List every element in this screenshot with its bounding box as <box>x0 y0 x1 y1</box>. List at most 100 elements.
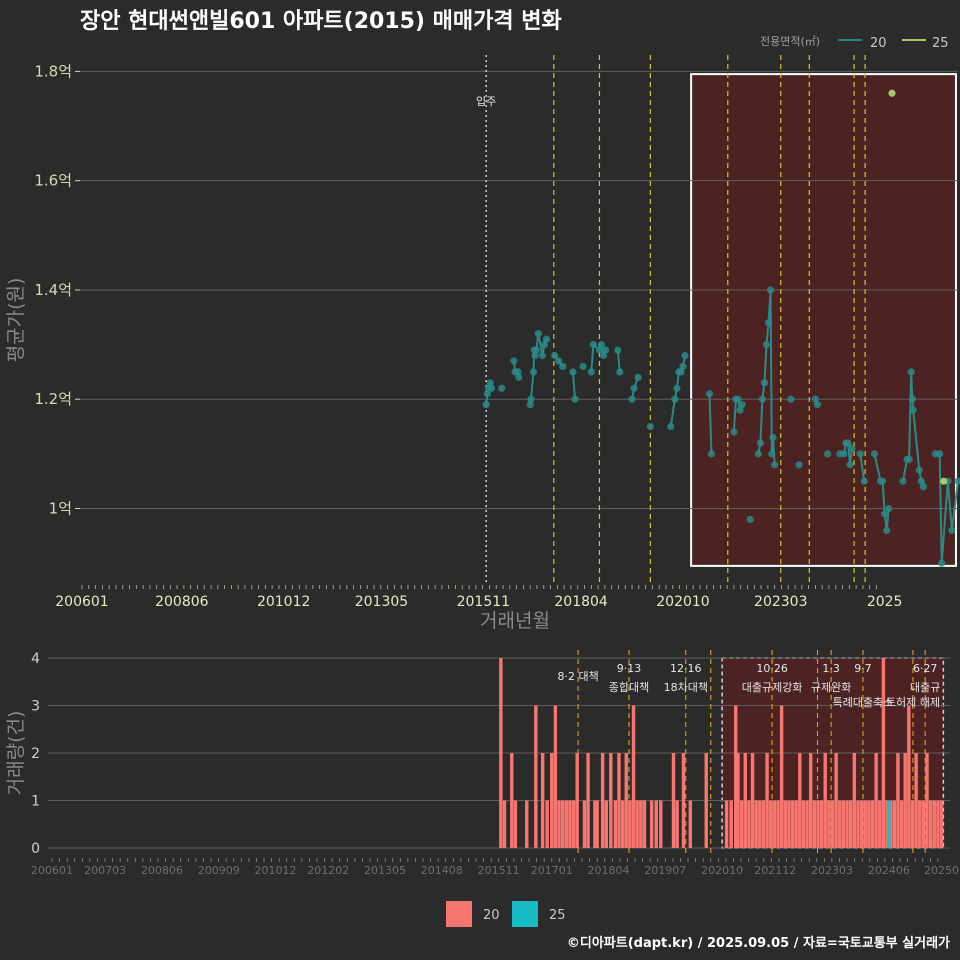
series-20-point <box>531 351 539 360</box>
series-20-segment <box>708 393 713 454</box>
series-20-bar <box>557 800 561 848</box>
series-20-point <box>559 362 567 371</box>
series-20-point <box>483 390 492 398</box>
series-20-bar <box>620 800 625 848</box>
series-20-point <box>881 510 889 518</box>
price-x-tick-label: 200806 <box>155 594 209 610</box>
volume-x-tick-label: 201804 <box>588 864 630 877</box>
series-20-point <box>844 439 852 447</box>
series-20-bar <box>769 800 773 848</box>
series-20-point <box>532 346 540 354</box>
series-20-point <box>630 384 638 392</box>
price-y-tick-label: 1억 <box>49 500 72 518</box>
policy-label: 대출규 <box>910 681 940 694</box>
series-20-segment <box>940 481 949 564</box>
series-20-bar <box>805 800 809 848</box>
series-20-point <box>846 461 854 469</box>
series-20-point <box>879 477 887 485</box>
series-20-bar <box>642 800 647 848</box>
series-20-bar <box>881 658 886 848</box>
series-20-bar <box>560 800 565 848</box>
series-20-bar <box>776 800 780 848</box>
series-20-point <box>824 450 832 458</box>
series-20-segment <box>590 344 595 372</box>
series-20-bar <box>604 800 608 848</box>
series-20-point <box>595 346 604 354</box>
price-y-tick-label: 1.4억 <box>34 281 72 299</box>
series-20-bar <box>838 800 842 848</box>
volume-y-tick-label: 3 <box>31 699 40 715</box>
series-20-bar <box>534 705 538 848</box>
series-20-bar <box>863 800 867 848</box>
volume-x-tick-label: 201511 <box>478 864 520 877</box>
series-20-bar <box>827 800 831 848</box>
series-20-point <box>599 351 608 360</box>
series-20-bar <box>899 800 904 848</box>
series-20-point <box>736 406 744 414</box>
series-20-point <box>762 340 771 349</box>
series-20-bar <box>571 800 576 848</box>
series-20-segment <box>885 508 890 531</box>
series-20-bar <box>921 800 926 848</box>
series-20-bar <box>617 753 621 848</box>
volume-x-tick-label: 201408 <box>421 864 463 877</box>
series-20-point <box>848 444 856 453</box>
volume-legend-label-25: 25 <box>549 908 566 923</box>
series-20-point <box>681 351 689 360</box>
series-20-point <box>760 379 769 387</box>
series-20-bar <box>499 658 503 848</box>
series-20-bar <box>765 753 769 848</box>
series-20-point <box>671 395 679 403</box>
series-20-bar <box>635 800 639 848</box>
series-20-point <box>909 406 917 414</box>
series-20-point <box>551 351 559 360</box>
series-20-segment <box>873 453 882 482</box>
series-20-bar <box>582 800 587 848</box>
series-20-bar <box>736 753 740 848</box>
series-20-bar <box>586 753 590 848</box>
volume-y-axis-label: 거래량(건) <box>5 711 27 796</box>
series-20-point <box>555 357 563 365</box>
series-20-point <box>601 346 610 354</box>
series-20-bar <box>754 800 758 848</box>
volume-x-tick-label: 201202 <box>307 864 349 877</box>
entry-annotation: 입주 <box>476 95 496 108</box>
series-20-point <box>811 395 819 403</box>
series-20-bar <box>910 800 915 848</box>
series-20-point <box>756 439 764 447</box>
series-20-segment <box>912 410 921 471</box>
series-20-segment <box>765 322 770 345</box>
series-25-bar <box>887 800 891 848</box>
series-20-bar <box>874 753 878 848</box>
series-20-bar <box>761 800 766 848</box>
series-20-bar <box>896 753 900 848</box>
series-20-bar <box>830 800 835 848</box>
volume-x-tick-label: 201012 <box>255 864 297 877</box>
series-20-bar <box>867 800 871 848</box>
series-20-bar <box>918 800 922 848</box>
policy-label: 8·2 대책 <box>557 670 598 683</box>
series-20-bar <box>502 800 507 848</box>
series-20-segment <box>902 459 909 482</box>
price-panel: 1억 1.2억 1.4억 1.6억 1.8억 200601 200806 201012 2013… <box>5 55 960 632</box>
price-x-tick-label: 201305 <box>355 594 408 610</box>
policy-label: 9·13 <box>617 662 642 675</box>
series-20-bar <box>779 705 784 848</box>
series-20-point <box>510 357 518 365</box>
volume-y-tick-label: 4 <box>31 651 40 667</box>
series-20-bar <box>654 800 658 848</box>
series-20-point <box>534 330 542 338</box>
volume-x-tick-label: 20250 <box>924 864 959 877</box>
volume-legend-swatch-25 <box>512 901 538 927</box>
series-20-point <box>908 395 916 403</box>
series-20-bar <box>819 800 824 848</box>
volume-x-tick-label: 202406 <box>868 864 910 877</box>
series-20-point <box>614 346 622 354</box>
series-20-point <box>579 362 587 371</box>
series-20-bar <box>624 753 628 848</box>
series-20-segment <box>859 453 866 482</box>
series-20-point <box>787 395 795 403</box>
policy-label: 대출규제강화 <box>742 681 803 694</box>
